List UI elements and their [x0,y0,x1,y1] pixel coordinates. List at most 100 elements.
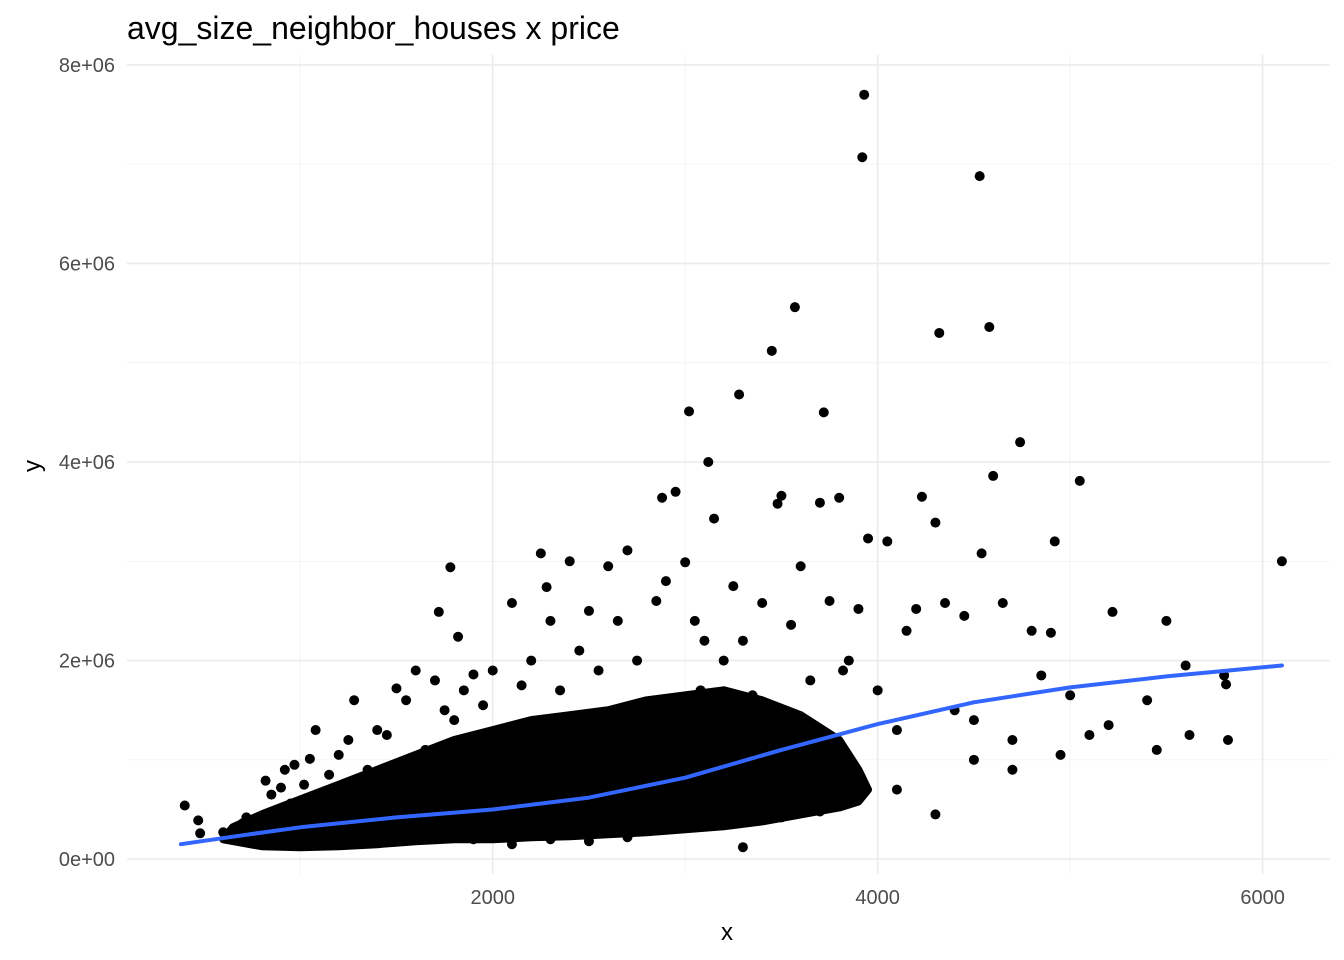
data-point [891,725,902,736]
y-axis-title: y [19,460,46,472]
data-point [901,625,912,636]
data-point [314,794,325,805]
data-point [541,582,552,593]
data-point [349,695,360,706]
data-point [916,491,927,502]
data-point [984,322,995,333]
data-point [1107,606,1118,617]
smooth-trend-line [178,663,1284,847]
data-point [622,545,633,556]
data-point [838,665,849,676]
data-point [709,513,720,524]
data-point [195,828,206,839]
data-point [1065,690,1076,701]
data-point [574,645,585,656]
data-point [555,685,566,696]
data-point [275,782,286,793]
data-point [689,615,700,626]
x-tick-label: 6000 [1240,887,1285,909]
data-point [680,557,691,568]
data-point [449,715,460,726]
x-tick-label: 4000 [855,887,900,909]
data-point [940,597,951,608]
data-point [506,839,517,850]
data-point [911,603,922,614]
data-point [1045,627,1056,638]
data-point [959,610,970,621]
data-point [814,806,825,817]
data-point [304,753,315,764]
data-point [478,700,489,711]
data-point [583,605,594,616]
data-point [747,690,758,701]
data-point [651,596,662,606]
data-point [699,635,710,646]
data-point [429,675,440,686]
data-point [1221,679,1232,690]
data-point [737,842,748,853]
data-point [834,492,845,503]
data-point [362,764,373,775]
data-point [660,824,671,835]
y-axis-ticks: 0e+00 2e+06 4e+06 6e+06 8e+06 [59,55,115,871]
data-point [333,749,344,760]
data-point [439,705,450,716]
data-point [968,715,979,726]
y-tick-label: 4e+06 [59,452,115,474]
data-point [270,811,281,822]
data-point [420,744,431,755]
data-point [310,725,321,736]
data-point [1015,437,1026,448]
data-point [497,725,508,736]
x-axis-ticks: 2000 4000 6000 [470,887,1284,909]
y-tick-label: 0e+00 [59,849,115,871]
data-point [1036,670,1047,681]
data-point [218,827,229,838]
data-point [583,836,594,847]
data-point [468,669,479,680]
data-point [381,730,392,741]
data-point [670,486,681,497]
data-point [660,576,671,587]
data-point [1222,734,1233,745]
data-point [410,665,421,676]
data-point [401,695,412,706]
data-point [279,764,290,775]
data-point [934,327,945,338]
data-point [458,685,469,696]
data-point [930,517,941,528]
data-point [974,171,985,182]
data-point [814,497,825,508]
data-point [843,655,854,666]
data-point [289,759,300,770]
data-point [857,152,868,163]
data-point [429,829,440,840]
data-point [657,492,668,503]
data-point [1084,730,1095,741]
data-point [734,389,745,400]
data-point [468,834,479,845]
y-tick-label: 8e+06 [59,55,115,77]
data-point [487,665,498,676]
data-points [179,89,1287,853]
data-point [622,832,633,843]
data-point [612,615,623,626]
data-point [1007,734,1018,745]
data-point [930,809,941,820]
data-point [433,606,444,617]
data-point [853,794,864,805]
data-point [988,470,999,481]
data-point [391,683,402,694]
data-point [699,819,710,830]
data-point [1103,720,1114,731]
data-point [372,725,383,736]
data-point [1180,660,1191,671]
data-point [776,812,787,823]
data-point [703,457,714,468]
data-point [786,619,797,630]
data-point [891,784,902,795]
data-point [1026,625,1037,636]
x-tick-label: 2000 [470,887,515,909]
data-point [545,834,556,845]
x-axis-title: x [721,919,733,946]
